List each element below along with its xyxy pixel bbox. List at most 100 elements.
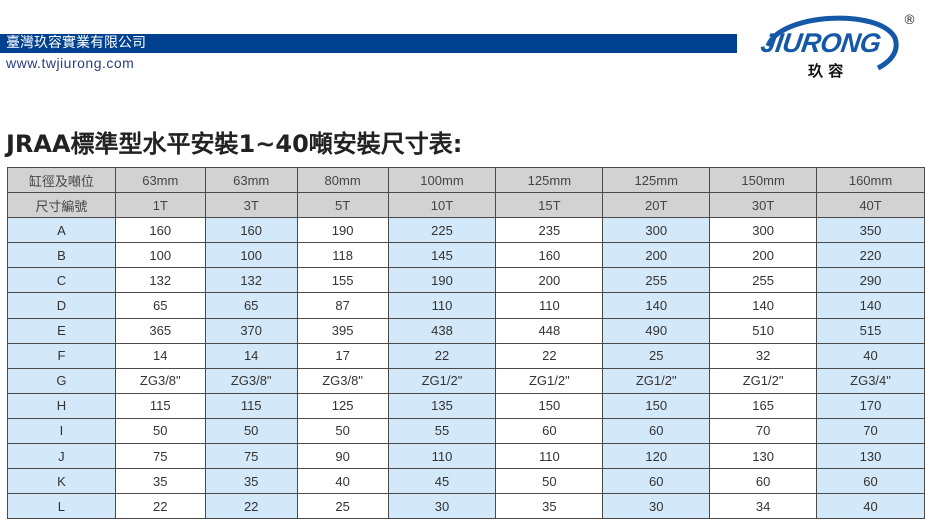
table-cell: 438 bbox=[387, 317, 497, 344]
table-cell: ZG3/8" bbox=[114, 367, 206, 394]
table-cell: 90 bbox=[296, 443, 389, 470]
table-cell: 100 bbox=[204, 242, 298, 269]
table-cell: 120 bbox=[602, 443, 711, 470]
table-cell: 50 bbox=[114, 417, 206, 445]
table-cell: 60 bbox=[602, 468, 711, 495]
table-cell: 50 bbox=[495, 468, 604, 495]
table-cell: 35 bbox=[204, 468, 298, 495]
table-cell: 22 bbox=[114, 493, 206, 520]
table-cell: 40 bbox=[296, 468, 389, 495]
table-cell: 370 bbox=[204, 317, 298, 344]
table-cell: 60 bbox=[495, 417, 604, 445]
table-cell: 100mm bbox=[387, 166, 497, 194]
table-cell: 115 bbox=[204, 392, 298, 419]
row-label-cell: 尺寸編號 bbox=[7, 192, 116, 219]
table-cell: 22 bbox=[387, 342, 497, 369]
table-cell: 160mm bbox=[816, 166, 925, 194]
row-label-cell: G bbox=[7, 367, 116, 394]
table-cell: 75 bbox=[114, 443, 206, 470]
table-cell: 25 bbox=[602, 342, 711, 369]
table-cell: 125mm bbox=[495, 166, 604, 194]
jiurong-logo: JIURONG 玖 容 ® bbox=[759, 8, 925, 80]
table-cell: 395 bbox=[296, 317, 389, 344]
table-cell: 290 bbox=[816, 267, 925, 294]
table-cell: 135 bbox=[387, 392, 497, 419]
table-cell: 510 bbox=[709, 317, 818, 344]
table-row: H 115 115 125 135 150 150 165 170 bbox=[7, 392, 925, 419]
table-cell: 20T bbox=[602, 192, 711, 219]
table-cell: 70 bbox=[816, 417, 925, 445]
table-cell: 40T bbox=[816, 192, 925, 219]
table-cell: 1T bbox=[114, 192, 206, 219]
table-cell: 63mm bbox=[204, 166, 298, 194]
table-cell: 70 bbox=[709, 417, 818, 445]
table-cell: 350 bbox=[816, 217, 925, 244]
table-cell: 132 bbox=[114, 267, 206, 294]
table-cell: 30T bbox=[709, 192, 818, 219]
table-cell: 55 bbox=[387, 417, 497, 445]
table-cell: 145 bbox=[387, 242, 497, 269]
row-label-cell: A bbox=[7, 217, 116, 244]
table-row: G ZG3/8" ZG3/8" ZG3/8" ZG1/2" ZG1/2" ZG1/2" ZG1… bbox=[7, 367, 925, 394]
table-cell: 448 bbox=[495, 317, 604, 344]
table-cell: 5T bbox=[296, 192, 389, 219]
table-cell: 100 bbox=[114, 242, 206, 269]
table-cell: ZG1/2" bbox=[602, 367, 711, 394]
table-row: D 65 65 87 110 110 140 140 140 bbox=[7, 292, 925, 319]
table-cell: 22 bbox=[204, 493, 298, 520]
table-header-row: 尺寸編號 1T 3T 5T 10T 15T 20T 30T 40T bbox=[7, 192, 925, 219]
row-label-cell: K bbox=[7, 468, 116, 495]
table-cell: 15T bbox=[495, 192, 604, 219]
table-cell: 14 bbox=[114, 342, 206, 369]
table-cell: 115 bbox=[114, 392, 206, 419]
row-label-cell: J bbox=[7, 443, 116, 470]
table-cell: 200 bbox=[495, 267, 604, 294]
svg-text:玖 容: 玖 容 bbox=[808, 62, 843, 80]
table-cell: 40 bbox=[816, 342, 925, 369]
table-cell: 300 bbox=[602, 217, 711, 244]
table-cell: 165 bbox=[709, 392, 818, 419]
row-label-cell: B bbox=[7, 242, 116, 269]
table-cell: 140 bbox=[602, 292, 711, 319]
table-cell: 200 bbox=[709, 242, 818, 269]
table-cell: 50 bbox=[296, 417, 389, 445]
row-label-cell: L bbox=[7, 493, 116, 520]
table-cell: 45 bbox=[387, 468, 497, 495]
website-url[interactable]: www.twjiurong.com bbox=[6, 55, 135, 71]
table-cell: 132 bbox=[204, 267, 298, 294]
table-row: A 160 160 190 225 235 300 300 350 bbox=[7, 217, 925, 244]
page-title: JRAA標準型水平安裝1~40噸安裝尺寸表: bbox=[6, 130, 463, 158]
table-cell: 118 bbox=[296, 242, 389, 269]
table-cell: 365 bbox=[114, 317, 206, 344]
table-cell: 30 bbox=[602, 493, 711, 520]
table-cell: 35 bbox=[495, 493, 604, 520]
table-cell: 125mm bbox=[602, 166, 711, 194]
table-cell: 110 bbox=[495, 443, 604, 470]
table-row: J 75 75 90 110 110 120 130 130 bbox=[7, 443, 925, 470]
row-label-cell: I bbox=[7, 417, 116, 445]
row-label-cell: F bbox=[7, 342, 116, 369]
table-cell: 14 bbox=[204, 342, 298, 369]
table-cell: 170 bbox=[816, 392, 925, 419]
row-label-cell: E bbox=[7, 317, 116, 344]
table-cell: 190 bbox=[296, 217, 389, 244]
table-cell: 235 bbox=[495, 217, 604, 244]
row-label-cell: H bbox=[7, 392, 116, 419]
table-cell: ZG1/2" bbox=[387, 367, 497, 394]
table-cell: 60 bbox=[602, 417, 711, 445]
table-cell: ZG3/8" bbox=[204, 367, 298, 394]
table-cell: ZG1/2" bbox=[709, 367, 818, 394]
table-cell: 75 bbox=[204, 443, 298, 470]
table-cell: 140 bbox=[816, 292, 925, 319]
table-cell: 80mm bbox=[296, 166, 389, 194]
table-cell: 150mm bbox=[709, 166, 818, 194]
svg-text:®: ® bbox=[903, 13, 916, 28]
table-cell: 190 bbox=[387, 267, 497, 294]
table-cell: 110 bbox=[387, 443, 497, 470]
table-cell: 32 bbox=[709, 342, 818, 369]
table-cell: 125 bbox=[296, 392, 389, 419]
header-bar bbox=[0, 34, 737, 53]
table-cell: 3T bbox=[204, 192, 298, 219]
table-cell: 40 bbox=[816, 493, 925, 520]
table-cell: 515 bbox=[816, 317, 925, 344]
